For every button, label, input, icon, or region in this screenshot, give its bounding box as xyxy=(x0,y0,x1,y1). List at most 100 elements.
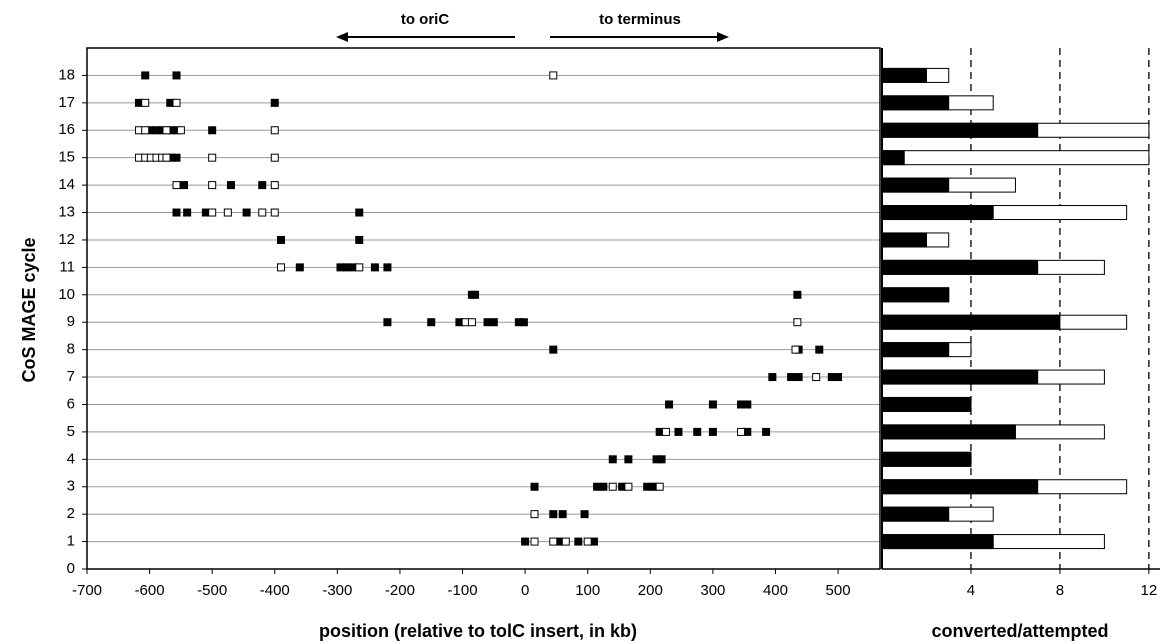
bar xyxy=(881,205,994,221)
y-tick-label: 14 xyxy=(58,176,75,193)
y-tick-label: 8 xyxy=(67,341,75,358)
point xyxy=(270,126,279,135)
point xyxy=(787,373,796,382)
x-tick-label: -400 xyxy=(260,582,290,599)
bar xyxy=(881,424,1016,440)
arrow xyxy=(336,32,729,42)
bar xyxy=(881,342,950,358)
point xyxy=(162,126,171,135)
point xyxy=(355,235,364,244)
point xyxy=(661,427,670,436)
point xyxy=(583,537,592,546)
x-tick-label: -200 xyxy=(385,582,415,599)
point xyxy=(383,318,392,327)
point xyxy=(270,98,279,107)
point xyxy=(172,71,181,80)
bar xyxy=(881,396,972,412)
point xyxy=(141,126,150,135)
point xyxy=(624,482,633,491)
y-axis-title: CoS MAGE cycle xyxy=(19,237,39,382)
x-axis-title: converted/attempted xyxy=(931,621,1108,641)
point xyxy=(708,427,717,436)
point xyxy=(489,318,498,327)
plot-frame xyxy=(86,47,881,570)
point xyxy=(172,153,181,162)
point xyxy=(208,181,217,190)
point xyxy=(180,181,189,190)
point xyxy=(580,510,589,519)
y-tick-label: 3 xyxy=(67,478,75,495)
point xyxy=(665,400,674,409)
point xyxy=(521,537,530,546)
point xyxy=(183,208,192,217)
point xyxy=(270,181,279,190)
point xyxy=(558,510,567,519)
x-tick-label: 300 xyxy=(700,582,725,599)
point xyxy=(141,71,150,80)
point xyxy=(370,263,379,272)
point xyxy=(223,208,232,217)
y-tick-label: 9 xyxy=(67,313,75,330)
bar xyxy=(881,479,1039,495)
point xyxy=(549,345,558,354)
point xyxy=(530,537,539,546)
annotation: to terminus xyxy=(599,11,681,28)
bar xyxy=(881,67,927,83)
point xyxy=(208,208,217,217)
point xyxy=(226,181,235,190)
point xyxy=(242,208,251,217)
point xyxy=(793,290,802,299)
point xyxy=(815,345,824,354)
x-axis-title: position (relative to tolC insert, in kb… xyxy=(319,621,637,641)
y-tick-label: 1 xyxy=(67,533,75,550)
bar xyxy=(881,150,1150,166)
bar xyxy=(881,287,950,303)
y-tick-label: 0 xyxy=(67,560,75,577)
point xyxy=(519,318,528,327)
point xyxy=(743,400,752,409)
point xyxy=(277,235,286,244)
x-tick-label: -100 xyxy=(448,582,478,599)
point xyxy=(549,71,558,80)
point xyxy=(657,455,666,464)
x-tick-label: -300 xyxy=(322,582,352,599)
bar xyxy=(881,150,905,166)
point xyxy=(172,208,181,217)
point xyxy=(708,400,717,409)
bar xyxy=(881,314,1061,330)
x-tick-label: 200 xyxy=(638,582,663,599)
y-tick-label: 5 xyxy=(67,423,75,440)
point xyxy=(176,126,185,135)
x-tick-label: 500 xyxy=(826,582,851,599)
point xyxy=(172,98,181,107)
point xyxy=(427,318,436,327)
point xyxy=(737,427,746,436)
point xyxy=(270,208,279,217)
x-tick-label: -600 xyxy=(135,582,165,599)
y-tick-label: 4 xyxy=(67,450,75,467)
point xyxy=(674,427,683,436)
y-tick-label: 11 xyxy=(59,258,75,275)
point xyxy=(762,427,771,436)
y-tick-label: 12 xyxy=(58,231,75,248)
y-tick-label: 2 xyxy=(67,505,75,522)
point xyxy=(549,537,558,546)
point xyxy=(258,181,267,190)
point xyxy=(608,482,617,491)
point xyxy=(530,482,539,491)
y-tick-label: 7 xyxy=(67,368,75,385)
point xyxy=(794,373,803,382)
x-tick-label: 8 xyxy=(1056,582,1064,599)
x-tick-label: 100 xyxy=(575,582,600,599)
y-tick-label: 18 xyxy=(58,66,75,83)
point xyxy=(574,537,583,546)
point xyxy=(812,373,821,382)
x-tick-label: 400 xyxy=(763,582,788,599)
point xyxy=(258,208,267,217)
y-tick-label: 10 xyxy=(58,286,75,303)
x-tick-label: -700 xyxy=(72,582,102,599)
bar xyxy=(881,177,950,193)
bar xyxy=(881,506,950,522)
x-tick-label: 0 xyxy=(521,582,529,599)
point xyxy=(208,126,217,135)
